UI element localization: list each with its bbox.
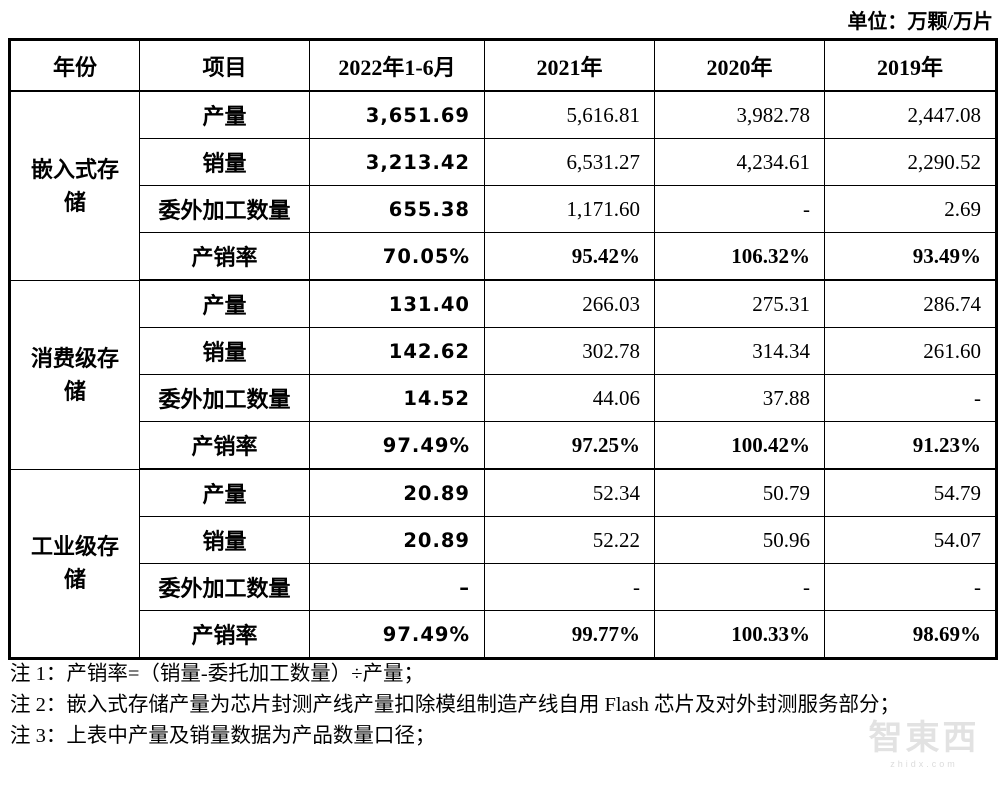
category-embedded-storage: 嵌入式存储 xyxy=(9,90,140,281)
zhidx-domain-text: zhidx.com xyxy=(890,759,958,769)
value-cell: 50.96 xyxy=(654,516,825,564)
value-cell: 44.06 xyxy=(484,374,655,422)
zhidx-watermark: 智東西 zhidx.com xyxy=(858,718,990,770)
value-cell: - xyxy=(654,185,825,233)
value-cell: 100.33% xyxy=(654,610,825,660)
row-item-label: 产量 xyxy=(139,90,310,139)
value-cell: 98.69% xyxy=(824,610,997,660)
value-cell: 20.89 xyxy=(309,468,485,517)
table-row: 委外加工数量 655.38 1,171.60 - 2.69 xyxy=(10,185,997,233)
value-cell: 3,213.42 xyxy=(309,138,485,186)
table-row: 产销率 97.49% 99.77% 100.33% 98.69% xyxy=(10,610,997,660)
value-cell: 2,290.52 xyxy=(824,138,997,186)
row-item-label: 委外加工数量 xyxy=(139,563,310,611)
table-row: 委外加工数量 14.52 44.06 37.88 - xyxy=(10,374,997,422)
row-item-label: 产销率 xyxy=(139,421,310,470)
value-cell: 655.38 xyxy=(309,185,485,233)
value-cell: - xyxy=(824,374,997,422)
row-item-label: 委外加工数量 xyxy=(139,374,310,422)
row-item-label: 产量 xyxy=(139,468,310,517)
table-row: 产销率 97.49% 97.25% 100.42% 91.23% xyxy=(10,421,997,470)
value-cell: 2.69 xyxy=(824,185,997,233)
value-cell: 54.07 xyxy=(824,516,997,564)
value-cell: 5,616.81 xyxy=(484,90,655,139)
header-2020: 2020年 xyxy=(654,39,825,92)
value-cell: 14.52 xyxy=(309,374,485,422)
value-cell: 95.42% xyxy=(484,232,655,281)
value-cell: 54.79 xyxy=(824,468,997,517)
category-consumer-storage: 消费级存储 xyxy=(9,279,140,470)
value-cell: – xyxy=(309,563,485,611)
table-row: 工业级存储 产量 20.89 52.34 50.79 54.79 xyxy=(9,468,997,659)
unit-label: 单位：万颗/万片 xyxy=(847,11,993,33)
table-row: 消费级存储 产量 131.40 266.03 275.31 286.74 xyxy=(9,279,997,470)
value-cell: 266.03 xyxy=(484,279,655,328)
row-item-label: 销量 xyxy=(139,516,310,564)
production-sales-table: 年份 项目 2022年1-6月 2021年 2020年 2019年 嵌入式存储 … xyxy=(8,38,998,660)
value-cell: 314.34 xyxy=(654,327,825,375)
value-cell: 142.62 xyxy=(309,327,485,375)
value-cell: 106.32% xyxy=(654,232,825,281)
value-cell: 131.40 xyxy=(309,279,485,328)
table-row: 产销率 70.05% 95.42% 106.32% 93.49% xyxy=(10,232,997,281)
value-cell: 261.60 xyxy=(824,327,997,375)
value-cell: 70.05% xyxy=(309,232,485,281)
value-cell: 3,982.78 xyxy=(654,90,825,139)
category-industrial-storage: 工业级存储 xyxy=(9,468,140,659)
value-cell: 37.88 xyxy=(654,374,825,422)
value-cell: 302.78 xyxy=(484,327,655,375)
row-item-label: 销量 xyxy=(139,138,310,186)
row-item-label: 产量 xyxy=(139,279,310,328)
value-cell: 100.42% xyxy=(654,421,825,470)
footnotes: 注 1：产销率=（销量-委托加工数量）÷产量； 注 2：嵌入式存储产量为芯片封测… xyxy=(10,659,992,752)
value-cell: 52.22 xyxy=(484,516,655,564)
table-row: 销量 20.89 52.22 50.96 54.07 xyxy=(10,516,997,564)
value-cell: 6,531.27 xyxy=(484,138,655,186)
value-cell: 2,447.08 xyxy=(824,90,997,139)
header-2019: 2019年 xyxy=(824,39,997,92)
value-cell: 50.79 xyxy=(654,468,825,517)
value-cell: 97.49% xyxy=(309,421,485,470)
table-row: 销量 142.62 302.78 314.34 261.60 xyxy=(10,327,997,375)
table-row: 销量 3,213.42 6,531.27 4,234.61 2,290.52 xyxy=(10,138,997,186)
footnote-2: 注 2：嵌入式存储产量为芯片封测产线产量扣除模组制造产线自用 Flash 芯片及… xyxy=(10,694,901,716)
value-cell: 4,234.61 xyxy=(654,138,825,186)
footnote-3: 注 3：上表中产量及销量数据为产品数量口径； xyxy=(10,725,436,747)
table-header-row: 年份 项目 2022年1-6月 2021年 2020年 2019年 xyxy=(9,39,997,92)
header-year: 年份 xyxy=(9,39,140,92)
zhidx-logo: 智東西 xyxy=(868,719,980,757)
footnote-1: 注 1：产销率=（销量-委托加工数量）÷产量； xyxy=(10,663,425,685)
header-2021: 2021年 xyxy=(484,39,655,92)
value-cell: 97.25% xyxy=(484,421,655,470)
value-cell: 97.49% xyxy=(309,610,485,660)
value-cell: 99.77% xyxy=(484,610,655,660)
row-item-label: 销量 xyxy=(139,327,310,375)
value-cell: 91.23% xyxy=(824,421,997,470)
row-item-label: 产销率 xyxy=(139,610,310,660)
value-cell: 20.89 xyxy=(309,516,485,564)
value-cell: - xyxy=(824,563,997,611)
row-item-label: 产销率 xyxy=(139,232,310,281)
table-row: 委外加工数量 – - - - xyxy=(10,563,997,611)
value-cell: - xyxy=(484,563,655,611)
header-item: 项目 xyxy=(139,39,310,92)
value-cell: 93.49% xyxy=(824,232,997,281)
table-row: 嵌入式存储 产量 3,651.69 5,616.81 3,982.78 2,44… xyxy=(9,90,997,281)
value-cell: 1,171.60 xyxy=(484,185,655,233)
row-item-label: 委外加工数量 xyxy=(139,185,310,233)
value-cell: 3,651.69 xyxy=(309,90,485,139)
header-2022: 2022年1-6月 xyxy=(309,39,485,92)
value-cell: 52.34 xyxy=(484,468,655,517)
value-cell: - xyxy=(654,563,825,611)
value-cell: 286.74 xyxy=(824,279,997,328)
value-cell: 275.31 xyxy=(654,279,825,328)
